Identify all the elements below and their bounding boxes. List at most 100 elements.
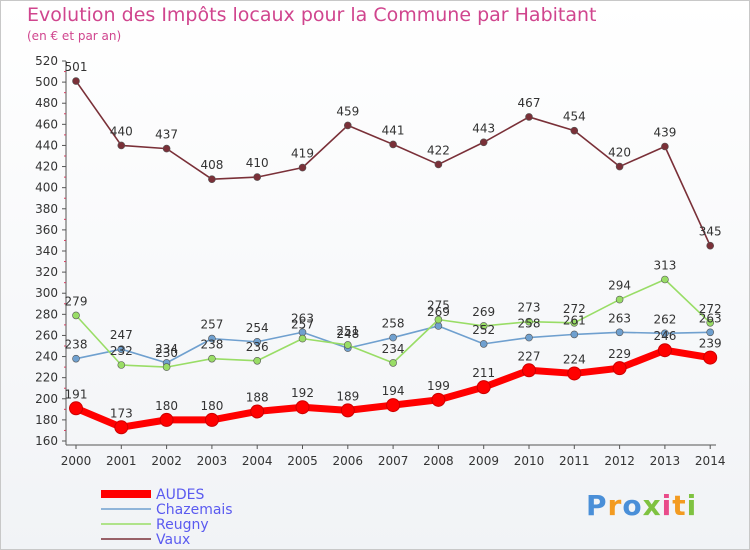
x-tick-label: 2012 bbox=[604, 454, 635, 468]
x-tick-label: 2014 bbox=[695, 454, 726, 468]
data-label-reugny: 272 bbox=[563, 302, 586, 316]
data-point-chazemais bbox=[615, 328, 624, 337]
data-label-reugny: 313 bbox=[653, 259, 676, 273]
data-point-vaux bbox=[162, 144, 171, 153]
data-point-reugny bbox=[298, 334, 307, 343]
x-tick-label: 2007 bbox=[378, 454, 409, 468]
y-tick-label: 440 bbox=[35, 138, 58, 152]
data-label-vaux: 459 bbox=[336, 104, 359, 118]
x-tick-label: 2008 bbox=[423, 454, 454, 468]
legend-label-reugny: Reugny bbox=[156, 517, 209, 533]
data-label-vaux: 420 bbox=[608, 146, 631, 160]
data-point-vaux bbox=[343, 121, 352, 130]
x-tick-label: 2011 bbox=[559, 454, 590, 468]
x-tick-label: 2003 bbox=[197, 454, 228, 468]
data-point-reugny bbox=[525, 317, 533, 326]
data-label-audes: 191 bbox=[65, 387, 88, 401]
data-label-audes: 246 bbox=[653, 329, 676, 343]
data-point-reugny bbox=[72, 311, 80, 320]
data-label-audes: 224 bbox=[563, 352, 586, 366]
y-tick-label: 280 bbox=[35, 307, 58, 321]
x-tick-label: 2002 bbox=[151, 454, 182, 468]
y-tick-label: 340 bbox=[35, 244, 58, 258]
y-tick-label: 260 bbox=[35, 328, 58, 342]
data-point-reugny bbox=[706, 318, 715, 327]
data-point-audes bbox=[295, 400, 310, 415]
data-label-chazemais: 261 bbox=[563, 313, 586, 327]
y-tick-label: 460 bbox=[35, 117, 58, 131]
data-label-audes: 239 bbox=[699, 337, 722, 351]
chart-title: Evolution des Impôts locaux pour la Comm… bbox=[27, 4, 597, 26]
data-label-reugny: 230 bbox=[155, 346, 178, 360]
data-label-chazemais: 254 bbox=[246, 321, 269, 335]
data-label-reugny: 232 bbox=[110, 344, 133, 358]
data-point-chazemais bbox=[389, 333, 397, 342]
data-label-audes: 211 bbox=[472, 366, 495, 380]
data-label-reugny: 275 bbox=[427, 299, 450, 313]
data-point-reugny bbox=[208, 354, 216, 363]
data-point-vaux bbox=[479, 138, 488, 147]
x-tick-label: 2006 bbox=[333, 454, 364, 468]
y-tick-label: 380 bbox=[35, 202, 58, 216]
data-point-audes bbox=[567, 366, 582, 381]
data-label-audes: 192 bbox=[291, 386, 314, 400]
data-point-reugny bbox=[434, 315, 443, 324]
data-point-reugny bbox=[343, 341, 352, 349]
data-point-audes bbox=[657, 343, 672, 358]
data-label-audes: 173 bbox=[110, 406, 133, 420]
data-point-vaux bbox=[525, 113, 533, 121]
data-label-vaux: 410 bbox=[246, 156, 269, 170]
data-point-chazemais bbox=[117, 345, 126, 353]
y-tick-label: 520 bbox=[35, 54, 58, 68]
data-label-vaux: 439 bbox=[653, 126, 676, 140]
data-label-vaux: 454 bbox=[563, 110, 586, 124]
data-point-vaux bbox=[661, 142, 669, 151]
data-label-chazemais: 257 bbox=[200, 318, 223, 332]
data-point-vaux bbox=[72, 77, 80, 85]
y-tick-label: 420 bbox=[35, 160, 58, 174]
data-point-vaux bbox=[117, 141, 126, 150]
data-label-reugny: 257 bbox=[291, 318, 314, 332]
data-point-audes bbox=[204, 412, 219, 427]
data-label-reugny: 238 bbox=[200, 338, 223, 352]
data-label-chazemais: 263 bbox=[608, 311, 631, 325]
data-point-chazemais bbox=[479, 340, 488, 348]
x-tick-label: 2001 bbox=[106, 454, 137, 468]
data-point-audes bbox=[612, 361, 627, 376]
y-tick-label: 500 bbox=[35, 75, 58, 89]
y-tick-label: 400 bbox=[35, 181, 58, 195]
chart-subtitle: (en € et par an) bbox=[27, 29, 122, 43]
data-point-audes bbox=[476, 380, 491, 395]
data-label-vaux: 422 bbox=[427, 143, 450, 157]
data-label-chazemais: 238 bbox=[65, 338, 88, 352]
data-point-audes bbox=[522, 363, 536, 378]
data-point-audes bbox=[431, 392, 446, 407]
x-tick-label: 2000 bbox=[61, 454, 92, 468]
data-point-audes bbox=[703, 350, 718, 365]
data-label-audes: 180 bbox=[155, 399, 178, 413]
data-point-audes bbox=[386, 398, 401, 413]
x-tick-label: 2004 bbox=[242, 454, 273, 468]
series-line-vaux bbox=[75, 80, 711, 247]
data-point-chazemais bbox=[208, 334, 216, 343]
data-point-vaux bbox=[208, 175, 216, 184]
data-point-vaux bbox=[253, 173, 262, 181]
data-label-chazemais: 263 bbox=[699, 311, 722, 325]
data-label-audes: 194 bbox=[382, 384, 405, 398]
data-label-vaux: 467 bbox=[518, 96, 541, 110]
x-tick-label: 2010 bbox=[514, 454, 545, 468]
y-tick-label: 220 bbox=[35, 371, 58, 385]
data-label-audes: 227 bbox=[518, 349, 541, 363]
data-point-reugny bbox=[253, 356, 262, 365]
y-tick-label: 320 bbox=[35, 265, 58, 279]
data-point-reugny bbox=[615, 295, 624, 304]
data-label-chazemais: 258 bbox=[518, 317, 541, 331]
data-label-audes: 189 bbox=[336, 389, 359, 403]
data-label-chazemais: 263 bbox=[291, 311, 314, 325]
data-point-chazemais bbox=[434, 322, 443, 330]
y-tick-label: 300 bbox=[35, 286, 58, 300]
data-point-reugny bbox=[479, 322, 488, 330]
data-label-audes: 188 bbox=[246, 390, 269, 404]
